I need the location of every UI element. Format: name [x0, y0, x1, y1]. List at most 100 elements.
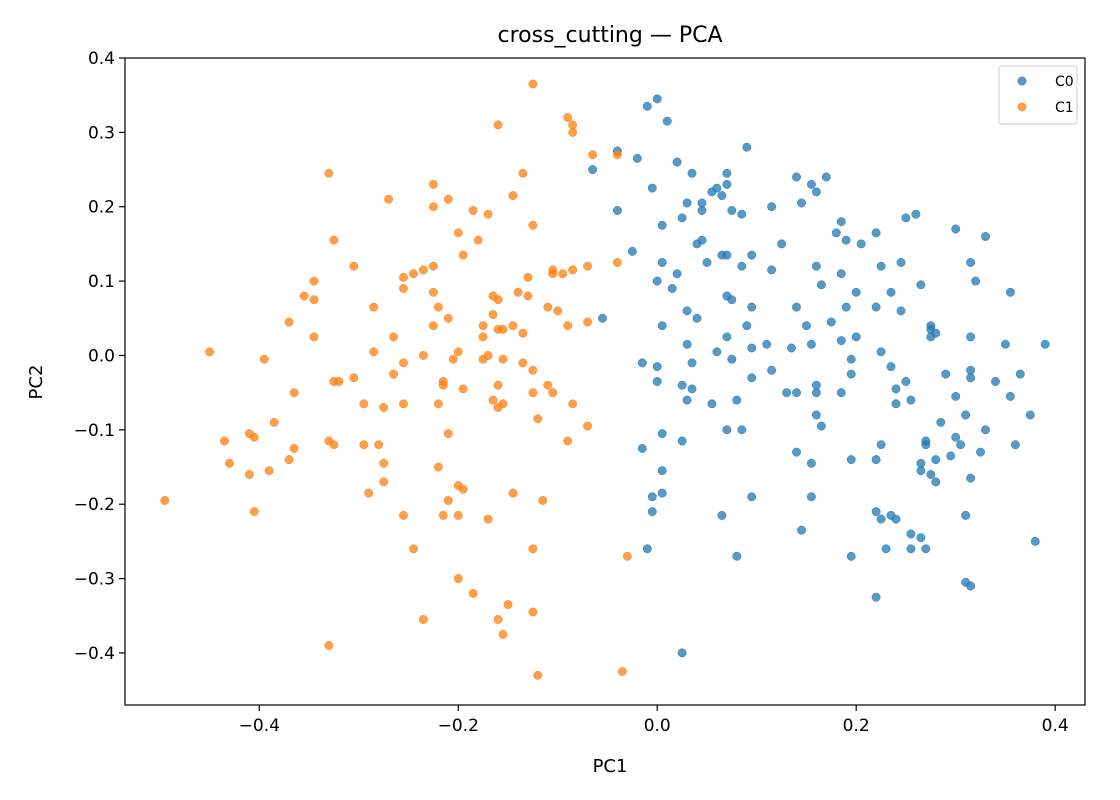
point-c1-67: [478, 354, 488, 364]
point-c0-81: [966, 332, 976, 342]
point-c0-153: [931, 477, 941, 487]
point-c1-131: [418, 615, 428, 624]
point-c1-89: [379, 403, 389, 412]
point-c0-62: [851, 287, 861, 297]
point-c0-65: [727, 295, 737, 305]
point-c1-75: [334, 377, 344, 386]
point-c1-92: [568, 399, 578, 409]
point-c0-133: [657, 429, 667, 439]
point-c1-115: [249, 507, 259, 517]
point-c0-123: [707, 399, 717, 409]
point-c0-9: [722, 168, 732, 178]
point-c1-12: [508, 191, 518, 201]
point-c0-15: [647, 183, 657, 193]
point-c0-130: [816, 421, 826, 431]
point-c1-0: [528, 79, 538, 89]
point-c0-140: [956, 440, 966, 450]
point-c1-61: [205, 347, 215, 357]
point-c0-13: [722, 179, 732, 189]
point-c1-64: [418, 351, 428, 360]
point-c1-38: [523, 291, 533, 301]
point-c0-77: [802, 321, 811, 331]
point-c1-93: [583, 421, 593, 431]
point-c0-3: [742, 142, 752, 152]
point-c1-49: [508, 321, 518, 331]
point-c1-6: [612, 150, 622, 160]
point-c1-101: [359, 440, 369, 450]
point-c1-29: [548, 265, 558, 275]
point-c1-42: [369, 302, 379, 312]
point-c0-86: [762, 339, 772, 349]
point-c0-166: [797, 525, 806, 535]
point-c0-131: [936, 417, 946, 427]
point-c0-144: [946, 451, 956, 461]
point-c0-179: [677, 648, 687, 658]
point-c0-172: [906, 544, 916, 554]
point-c1-126: [622, 551, 632, 561]
point-c1-17: [473, 235, 483, 245]
point-c0-103: [1015, 369, 1025, 379]
point-c1-37: [513, 287, 523, 297]
x-tick-label: 0.2: [843, 716, 870, 736]
point-c0-150: [916, 466, 926, 476]
point-c1-102: [443, 429, 453, 439]
point-c0-2: [662, 116, 672, 126]
point-c1-2: [563, 113, 573, 122]
x-axis: −0.4 −0.2 0.0 0.2 0.4: [239, 705, 1069, 736]
point-c1-80: [543, 380, 553, 390]
point-c0-110: [811, 380, 821, 390]
point-c1-90: [359, 399, 369, 409]
point-c0-158: [806, 492, 816, 502]
point-c0-99: [886, 362, 896, 372]
point-c0-21: [612, 206, 622, 215]
point-c1-13: [428, 202, 438, 212]
point-c0-47: [767, 265, 777, 275]
point-c1-134: [324, 641, 334, 650]
point-c0-104: [991, 377, 1000, 386]
point-c1-14: [468, 206, 478, 215]
point-c1-97: [220, 436, 229, 446]
point-c0-30: [657, 220, 667, 230]
point-c0-91: [787, 343, 796, 353]
point-c1-100: [374, 440, 384, 450]
point-c0-143: [976, 447, 985, 457]
point-c0-173: [921, 544, 931, 554]
point-c0-169: [1030, 536, 1040, 546]
point-c0-154: [966, 473, 976, 483]
point-c0-170: [642, 544, 652, 554]
point-c1-79: [493, 380, 503, 390]
point-c0-22: [727, 206, 737, 215]
point-c0-16: [707, 187, 717, 197]
point-c0-6: [588, 165, 598, 175]
point-c0-70: [792, 302, 801, 312]
point-c0-64: [1005, 287, 1015, 297]
y-tick-label: −0.2: [74, 495, 115, 515]
legend-marker-c1: [1017, 102, 1027, 112]
point-c1-62: [259, 354, 269, 364]
x-tick-label: 0.0: [644, 716, 671, 736]
point-c1-77: [458, 384, 468, 394]
point-c0-45: [722, 250, 732, 260]
point-c0-162: [876, 514, 886, 524]
point-c1-111: [379, 477, 389, 487]
point-c0-146: [871, 455, 881, 465]
y-axis-label: PC2: [26, 365, 47, 400]
point-c0-63: [886, 287, 896, 297]
point-c1-128: [468, 588, 478, 598]
point-c0-115: [891, 384, 901, 394]
point-c1-106: [225, 458, 234, 468]
point-c1-124: [409, 544, 418, 554]
point-c1-127: [453, 574, 463, 584]
point-c0-102: [941, 369, 951, 379]
point-c0-97: [637, 358, 647, 368]
point-c0-11: [821, 172, 831, 182]
point-c1-30: [399, 272, 408, 282]
legend: C0 C1: [998, 65, 1078, 125]
x-tick-label: −0.2: [438, 716, 479, 736]
point-c0-23: [737, 209, 747, 219]
point-c0-93: [1040, 339, 1050, 349]
y-axis: −0.4 −0.3 −0.2 −0.1 0.0 0.1 0.2 0.3 0.4: [74, 49, 125, 664]
point-c1-7: [324, 168, 334, 178]
point-c1-91: [533, 414, 543, 424]
